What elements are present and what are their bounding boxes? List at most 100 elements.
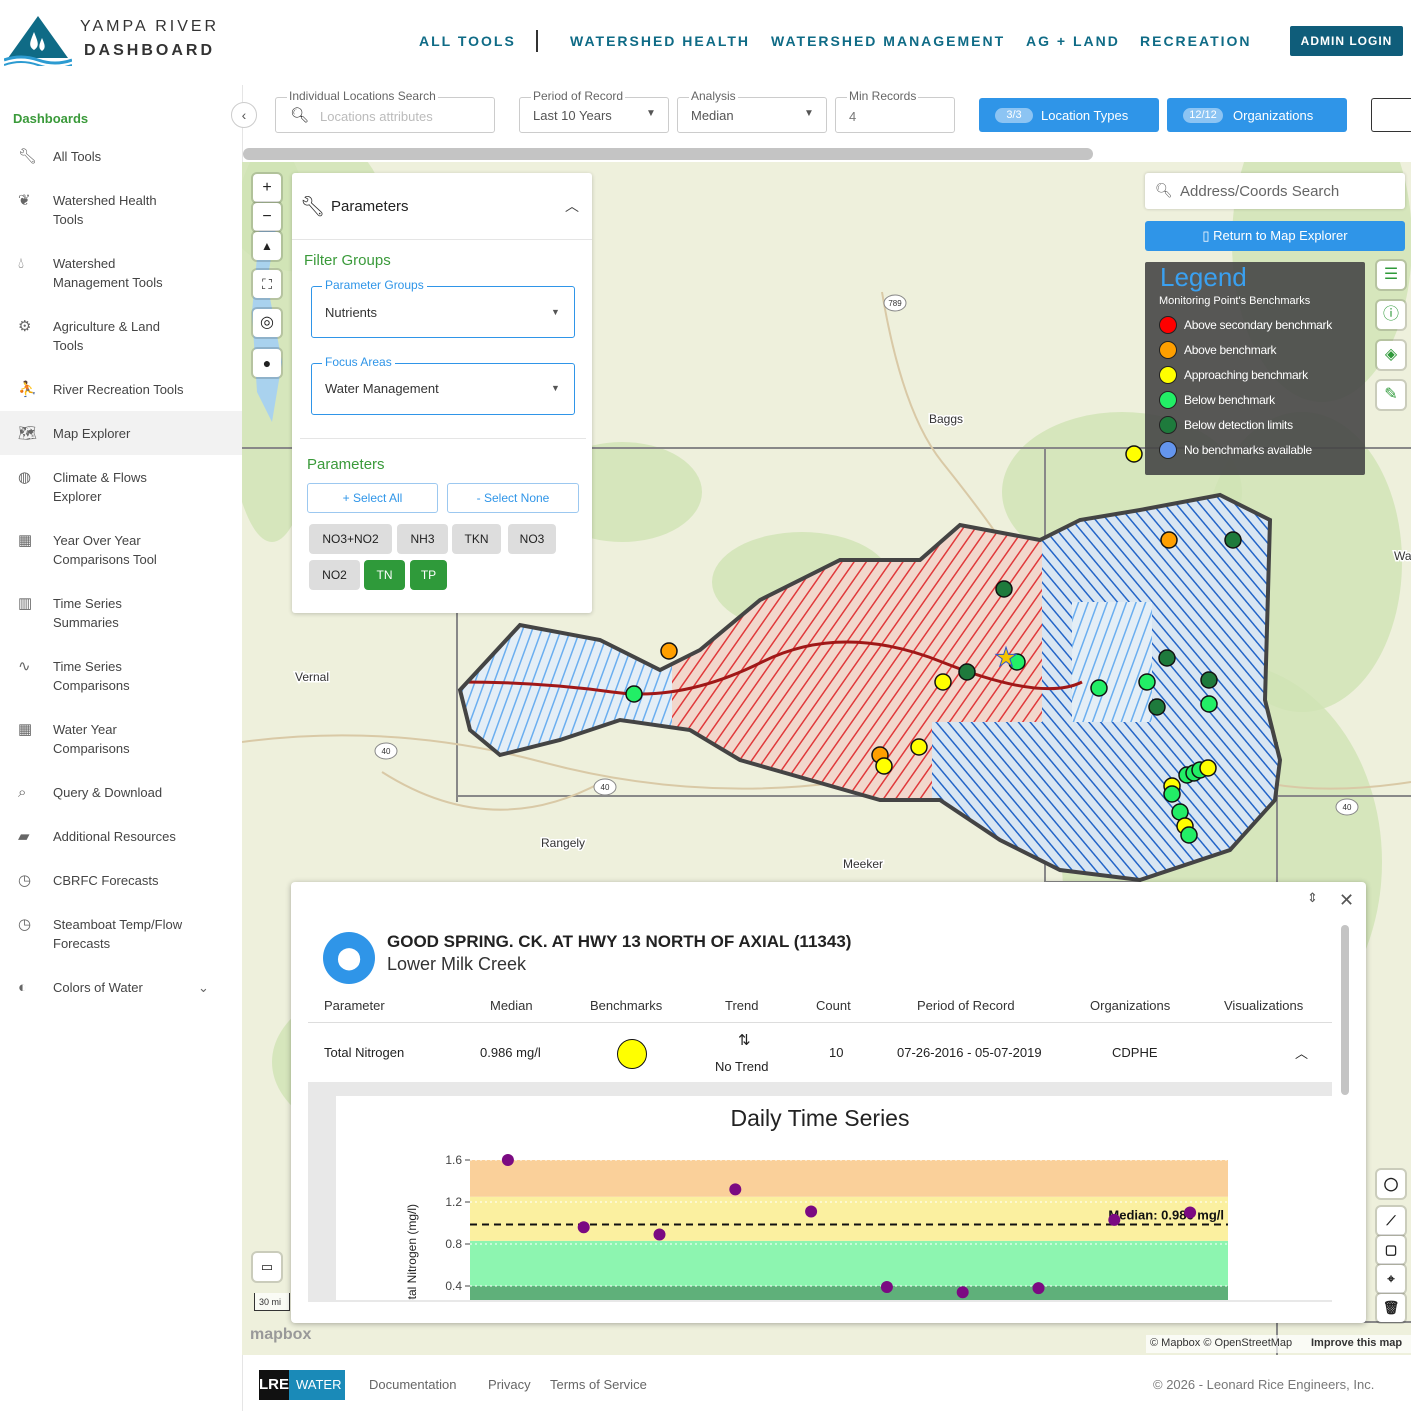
sidebar-icon: ⚙ bbox=[18, 318, 32, 335]
map-tool[interactable]: ✎ bbox=[1377, 381, 1405, 409]
map-tool[interactable]: ⓘ bbox=[1377, 301, 1405, 329]
zoom-in[interactable]: + bbox=[253, 174, 281, 202]
footer-link[interactable]: Privacy bbox=[488, 1377, 531, 1392]
nav-link[interactable]: WATERSHED HEALTH bbox=[570, 33, 751, 49]
data-point bbox=[653, 1228, 666, 1241]
resize-icon[interactable]: ⇕ bbox=[1307, 890, 1318, 905]
toolbar-button[interactable] bbox=[1371, 98, 1411, 132]
improve-map[interactable]: Improve this map bbox=[1311, 1337, 1403, 1349]
draw-tool[interactable]: ▢ bbox=[1377, 1236, 1405, 1264]
nav-link[interactable]: AG + LAND bbox=[1026, 33, 1120, 49]
data-point bbox=[729, 1183, 742, 1196]
draw-tool[interactable]: ⌖ bbox=[1377, 1265, 1405, 1293]
parameter-chip[interactable]: NO3+NO2 bbox=[309, 524, 392, 554]
divider bbox=[308, 1022, 1332, 1023]
close-button[interactable]: ✕ bbox=[1339, 890, 1355, 910]
field-value: 4 bbox=[849, 109, 857, 124]
fullscreen[interactable]: ⛶ bbox=[253, 270, 281, 298]
road-label: 40 bbox=[382, 747, 391, 756]
nav-link[interactable]: ALL TOOLS bbox=[419, 33, 516, 49]
select-none[interactable]: - Select None bbox=[447, 483, 579, 513]
scrollbar[interactable] bbox=[1341, 925, 1349, 1095]
divider bbox=[300, 438, 586, 439]
sidebar-link[interactable]: Map Explorer bbox=[53, 426, 131, 441]
monitoring-point bbox=[1224, 531, 1242, 549]
y-axis-label: Total Nitrogen (mg/l) bbox=[405, 1204, 419, 1300]
compass[interactable]: ▲ bbox=[253, 232, 281, 260]
place-label: Vernal bbox=[295, 670, 329, 684]
draw-tool[interactable]: 🗑︎ bbox=[1377, 1294, 1405, 1322]
sidebar-link[interactable]: All Tools bbox=[53, 149, 102, 164]
return-button[interactable]: ▯ Return to Map Explorer bbox=[1145, 221, 1405, 251]
nav-link[interactable]: RECREATION bbox=[1140, 33, 1252, 49]
sidebar-link[interactable]: Agriculture & Land Tools bbox=[53, 319, 160, 353]
analysis-select[interactable] bbox=[677, 97, 827, 133]
expand-icon[interactable]: ︿ bbox=[1295, 1046, 1309, 1061]
sidebar-link[interactable]: Climate & Flows Explorer bbox=[53, 470, 147, 504]
attribution[interactable]: © Mapbox © OpenStreetMap bbox=[1150, 1337, 1293, 1349]
divider bbox=[292, 239, 592, 240]
parameter-chip[interactable]: NO2 bbox=[309, 560, 360, 590]
scrollbar[interactable] bbox=[243, 148, 1093, 160]
map-tool[interactable]: ◈ bbox=[1377, 341, 1405, 369]
place-label: Meeker bbox=[843, 857, 883, 871]
field-value: Median bbox=[691, 108, 734, 123]
sidebar-link[interactable]: Year Over Year Comparisons Tool bbox=[53, 533, 157, 567]
monitoring-point bbox=[1125, 445, 1143, 463]
navigate[interactable]: ● bbox=[253, 349, 281, 377]
expand-icon[interactable]: ⌄ bbox=[198, 980, 209, 995]
footer-link[interactable]: Documentation bbox=[369, 1377, 457, 1392]
place-label: Walden bbox=[1394, 549, 1411, 563]
collapse-button[interactable]: ‹ bbox=[231, 102, 257, 128]
copyright: © 2026 - Leonard Rice Engineers, Inc. bbox=[1153, 1377, 1375, 1392]
monitoring-point bbox=[625, 685, 643, 703]
address-search[interactable] bbox=[1145, 173, 1405, 209]
select-all[interactable]: + Select All bbox=[307, 483, 438, 513]
focus-areas-select[interactable] bbox=[311, 363, 575, 415]
parameter-chip[interactable]: TN bbox=[364, 560, 405, 590]
data-point bbox=[956, 1286, 969, 1299]
legend-label: Above secondary benchmark bbox=[1184, 318, 1332, 332]
sidebar-link[interactable]: Additional Resources bbox=[53, 829, 176, 844]
parameter-chip[interactable]: NO3 bbox=[508, 524, 556, 554]
y-tick-label: 0.8 bbox=[445, 1237, 462, 1251]
parameter-chip[interactable]: NH3 bbox=[397, 524, 448, 554]
field-label: Parameter Groups bbox=[322, 278, 427, 292]
locate[interactable]: ◎ bbox=[253, 309, 281, 337]
sidebar-icon: ◷ bbox=[18, 872, 32, 889]
legend bbox=[1145, 262, 1365, 475]
map-tool[interactable]: ☰ bbox=[1377, 261, 1405, 289]
monitoring-point bbox=[1163, 785, 1181, 803]
sidebar-link[interactable]: Steamboat Temp/Flow Forecasts bbox=[53, 917, 183, 951]
monitoring-point bbox=[1200, 695, 1218, 713]
field-label: Analysis bbox=[689, 89, 738, 103]
legend-subtitle: Monitoring Point's Benchmarks bbox=[1159, 295, 1311, 307]
data-point bbox=[501, 1154, 514, 1166]
sidebar-link[interactable]: Watershed Management Tools bbox=[53, 256, 163, 290]
measure[interactable]: ▭ bbox=[253, 1253, 281, 1281]
sidebar-link[interactable]: CBRFC Forecasts bbox=[53, 873, 159, 888]
admin-login[interactable]: ADMIN LOGIN bbox=[1290, 26, 1403, 56]
sidebar-link[interactable]: Colors of Water bbox=[53, 980, 143, 995]
sidebar-link[interactable]: River Recreation Tools bbox=[53, 382, 184, 397]
parameter-chip[interactable]: TKN bbox=[452, 524, 501, 554]
parameter-chip[interactable]: TP bbox=[410, 560, 447, 590]
footer-link[interactable]: Terms of Service bbox=[550, 1377, 647, 1392]
sidebar-link[interactable]: Query & Download bbox=[53, 785, 163, 800]
zoom-out[interactable]: − bbox=[253, 203, 281, 231]
mapbox-logo[interactable]: mapbox bbox=[250, 1326, 312, 1343]
sidebar-link[interactable]: Time Series Summaries bbox=[53, 596, 122, 630]
draw-tool[interactable]: ◯ bbox=[1377, 1170, 1405, 1198]
sidebar-link[interactable]: Watershed Health Tools bbox=[53, 193, 157, 227]
sidebar-link[interactable]: Water Year Comparisons bbox=[53, 722, 130, 756]
monitoring-point bbox=[1199, 759, 1217, 777]
monitoring-point bbox=[1138, 673, 1156, 691]
sidebar-link[interactable]: Time Series Comparisons bbox=[53, 659, 130, 693]
data-point bbox=[1184, 1206, 1197, 1219]
column-header: Period of Record bbox=[917, 998, 1015, 1013]
draw-tool[interactable]: ⟋ bbox=[1377, 1207, 1405, 1235]
field-value: Nutrients bbox=[325, 305, 378, 320]
nav-link[interactable]: WATERSHED MANAGEMENT bbox=[771, 33, 1006, 49]
parameter-groups-select[interactable] bbox=[311, 286, 575, 338]
collapse-icon[interactable]: ︿ bbox=[565, 198, 579, 214]
